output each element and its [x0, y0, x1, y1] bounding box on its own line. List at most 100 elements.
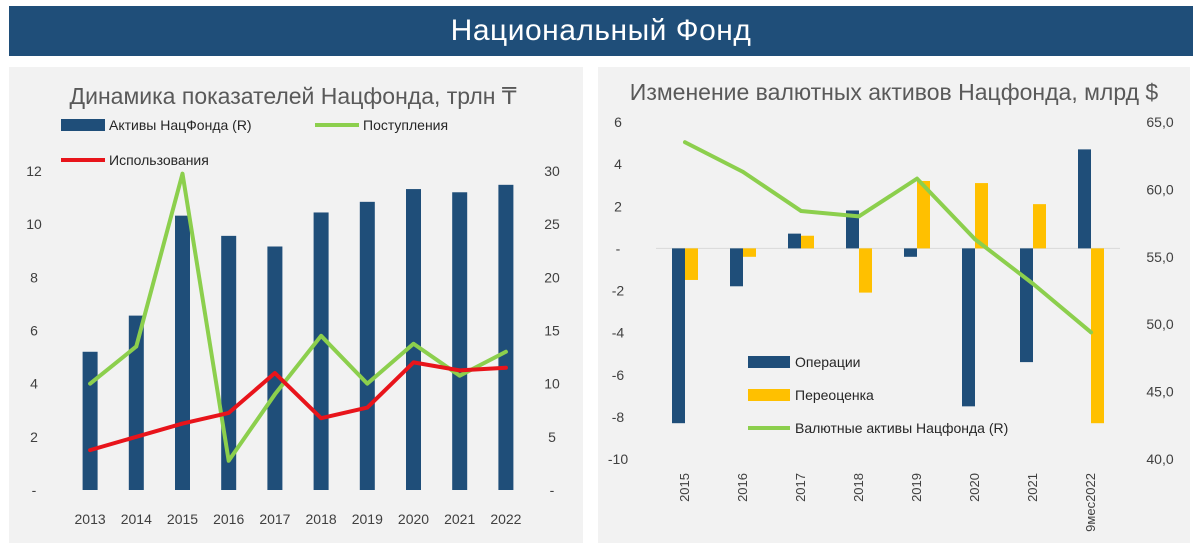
bar-revaluation	[685, 248, 698, 280]
page-banner: Национальный Фонд	[9, 6, 1193, 56]
point-inflows	[226, 458, 231, 463]
point-inflows	[457, 373, 462, 378]
legend-label-assets: Активы НацФонда (R)	[109, 117, 252, 133]
bar-operations	[846, 210, 859, 249]
x-axis-tick: 2018	[306, 511, 337, 527]
left-axis-tick: -8	[612, 409, 625, 425]
left-axis-tick: -4	[612, 325, 625, 341]
right-axis-tick: 50,0	[1146, 316, 1173, 332]
point-usage	[180, 421, 185, 426]
point-usage	[88, 448, 92, 452]
point-fx-assets	[683, 140, 687, 145]
right-axis-tick: 60,0	[1146, 181, 1173, 197]
left-axis-tick: 6	[614, 114, 622, 130]
chart-legend: Активы НацФонда (R) Поступления Использо…	[61, 117, 448, 168]
bar-operations	[962, 248, 975, 407]
point-fx-assets	[799, 209, 803, 213]
right-axis-tick: 15	[544, 323, 560, 339]
bar-operations	[788, 233, 801, 249]
bar-revaluation	[743, 248, 756, 257]
bar-revaluation	[975, 183, 988, 249]
x-axis-tick: 2018	[851, 473, 866, 502]
x-axis-tick: 2015	[167, 511, 198, 527]
line-inflows	[88, 171, 508, 463]
right-axis-tick: -	[550, 482, 555, 498]
x-axis-tick: 2019	[352, 511, 383, 527]
x-axis-tick: 2021	[444, 511, 475, 527]
x-axis-tick: 2013	[75, 511, 106, 527]
x-axis-tick: 2014	[121, 511, 152, 527]
bar-assets	[128, 315, 144, 490]
left-axis-tick: -6	[612, 367, 625, 383]
point-usage	[365, 405, 370, 410]
legend-swatch-assets	[61, 119, 105, 131]
bar-assets	[498, 184, 514, 490]
chart-panel-right: Изменение валютных активов Нацфонда, млр…	[598, 67, 1190, 543]
point-inflows	[273, 392, 277, 397]
bar-assets	[313, 212, 329, 490]
point-usage	[273, 371, 277, 375]
bar-assets	[175, 215, 190, 490]
x-axis-tick: 2019	[909, 473, 924, 502]
right-axis-tick: 30	[544, 163, 560, 179]
point-fx-assets	[857, 214, 861, 219]
x-axis-tick: 9мес2022	[1083, 473, 1098, 532]
bar-revaluation	[917, 180, 930, 249]
legend-label-inflows: Поступления	[363, 117, 448, 133]
x-axis-tick: 2016	[735, 473, 750, 502]
right-axis-tick: 55,0	[1146, 249, 1173, 265]
left-axis-tick: -10	[608, 451, 628, 467]
x-axis-tick: 2016	[213, 511, 244, 527]
bar-assets	[267, 246, 283, 490]
legend-label-revaluation: Переоценка	[795, 387, 874, 403]
bar-revaluation	[1091, 248, 1104, 424]
bar-assets	[406, 189, 421, 490]
point-usage	[457, 368, 462, 373]
left-axis-tick: 12	[26, 163, 42, 179]
x-axis-tick: 2015	[677, 473, 692, 502]
fx-assets-change-chart: Изменение валютных активов Нацфонда, млр…	[608, 79, 1174, 532]
plot-area: 6 4 2 - -2 -4 -6 -8 -10 65,0 60,0 55,0 50,0 45,0 40,0 2…	[608, 114, 1174, 532]
bar-operations	[1078, 149, 1091, 249]
chart-legend: Операции Переоценка Валютные активы Нацф…	[748, 354, 1008, 436]
left-axis-tick: -2	[612, 283, 625, 299]
point-fx-assets	[973, 237, 977, 242]
x-axis-tick: 2021	[1025, 473, 1040, 502]
plot-area: - 2 4 6 8 10 12 - 5 10 15 20 25 30 2013 2014 2015 2016 201…	[26, 163, 560, 527]
bar-assets	[452, 192, 468, 490]
right-axis-tick: 45,0	[1146, 384, 1173, 400]
right-axis-tick: 25	[544, 216, 560, 232]
point-inflows	[319, 334, 323, 338]
point-usage	[226, 411, 231, 415]
left-axis-tick: -	[616, 240, 621, 256]
bar-revaluation	[1033, 204, 1046, 249]
bar-operations	[904, 248, 917, 257]
point-usage	[504, 365, 508, 370]
assets-dynamics-chart: Динамика показателей Нацфонда, трлн ₸ Ак…	[26, 83, 560, 527]
left-axis-tick: 6	[30, 323, 38, 339]
right-axis-tick: 65,0	[1146, 114, 1173, 130]
legend-swatch-revaluation	[748, 389, 790, 401]
legend-swatch-operations	[748, 356, 790, 368]
point-usage	[134, 435, 139, 439]
x-axis-tick: 2022	[490, 511, 521, 527]
x-axis-tick: 2017	[259, 511, 290, 527]
x-axis-tick: 2020	[967, 473, 982, 502]
line-fx-assets	[683, 140, 1093, 335]
bar-operations	[730, 248, 743, 287]
point-inflows	[134, 344, 139, 349]
left-axis-tick: 2	[30, 429, 38, 445]
left-axis-tick: 2	[614, 198, 622, 214]
point-inflows	[88, 381, 92, 386]
point-inflows	[365, 381, 370, 386]
chart-title: Изменение валютных активов Нацфонда, млр…	[630, 79, 1159, 105]
point-fx-assets	[1089, 330, 1093, 335]
line-usage	[88, 360, 508, 453]
point-usage	[319, 416, 323, 421]
bar-operations	[672, 248, 685, 424]
legend-label-usage: Использования	[109, 152, 209, 168]
point-fx-assets	[741, 170, 745, 174]
legend-label-fx-assets: Валютные активы Нацфонда (R)	[795, 420, 1008, 436]
chart-title: Динамика показателей Нацфонда, трлн ₸	[70, 83, 517, 109]
bar-assets	[82, 351, 98, 490]
